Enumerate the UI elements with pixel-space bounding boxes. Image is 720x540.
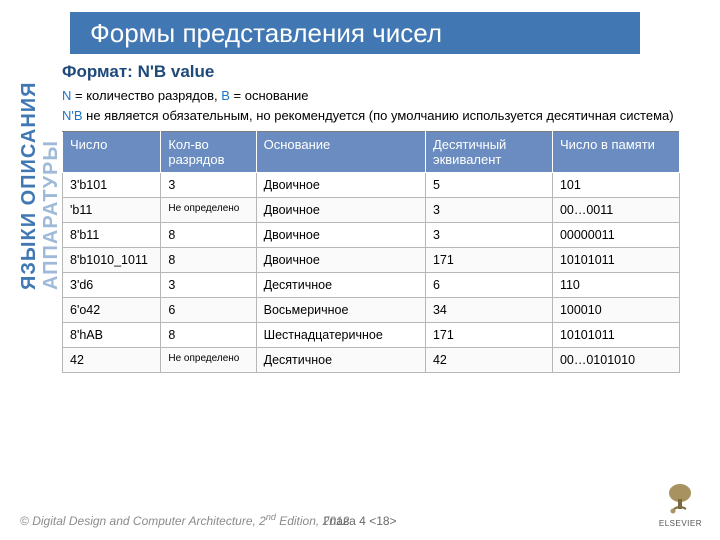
table-cell: 34 <box>425 297 552 322</box>
table-cell: Шестнадцатеричное <box>256 322 425 347</box>
table-cell: 8 <box>161 222 256 247</box>
table-cell: 00000011 <box>552 222 679 247</box>
table-row: 3'd63Десятичное6110 <box>63 272 680 297</box>
table-cell: 00…0101010 <box>552 347 679 372</box>
table-cell: 10101011 <box>552 247 679 272</box>
table-body: 3'b1013Двоичное5101'b11Не определеноДвои… <box>63 172 680 372</box>
table-cell: 3 <box>161 172 256 197</box>
content-area: Формат: N'B value N = количество разрядо… <box>62 62 682 373</box>
table-row: 8'b118Двоичное300000011 <box>63 222 680 247</box>
table-header-cell: Десятичный эквивалент <box>425 131 552 172</box>
table-cell: 'b11 <box>63 197 161 222</box>
desc-nb: N'B <box>62 108 83 123</box>
table-row: 6'o426Восьмеричное34100010 <box>63 297 680 322</box>
table-cell: 8'hAB <box>63 322 161 347</box>
table-cell: Двоичное <box>256 247 425 272</box>
table-cell: Двоичное <box>256 197 425 222</box>
table-cell: 3 <box>425 222 552 247</box>
table-cell: 101 <box>552 172 679 197</box>
table-cell: Не определено <box>161 197 256 222</box>
desc-b: B <box>221 88 230 103</box>
desc-text-2: = основание <box>230 88 309 103</box>
table-cell: 3'd6 <box>63 272 161 297</box>
table-cell: 8 <box>161 247 256 272</box>
table-cell: 171 <box>425 247 552 272</box>
table-header-cell: Число в памяти <box>552 131 679 172</box>
publisher-block: ELSEVIER <box>659 481 702 528</box>
elsevier-tree-icon <box>662 481 698 517</box>
table-cell: 42 <box>425 347 552 372</box>
table-cell: Двоичное <box>256 222 425 247</box>
table-cell: 8'b1010_1011 <box>63 247 161 272</box>
desc-text-3: не является обязательным, но рекомендует… <box>83 108 674 123</box>
table-cell: 5 <box>425 172 552 197</box>
table-cell: Восьмеричное <box>256 297 425 322</box>
table-row: 8'b1010_10118Двоичное17110101011 <box>63 247 680 272</box>
desc-n: N <box>62 88 71 103</box>
table-cell: Двоичное <box>256 172 425 197</box>
table-cell: 42 <box>63 347 161 372</box>
table-row: 8'hAB8Шестнадцатеричное17110101011 <box>63 322 680 347</box>
table-row: 42Не определеноДесятичное4200…0101010 <box>63 347 680 372</box>
table-cell: 00…0011 <box>552 197 679 222</box>
table-cell: 110 <box>552 272 679 297</box>
table-cell: 6 <box>425 272 552 297</box>
table-cell: 171 <box>425 322 552 347</box>
description-line-2: N'B не является обязательным, но рекомен… <box>62 108 682 125</box>
title-text: Формы представления чисел <box>90 18 442 49</box>
table-cell: 100010 <box>552 297 679 322</box>
table-row: 'b11Не определеноДвоичное300…0011 <box>63 197 680 222</box>
table-cell: 6 <box>161 297 256 322</box>
table-header-row: ЧислоКол-во разрядовОснованиеДесятичный … <box>63 131 680 172</box>
table-header-cell: Кол-во разрядов <box>161 131 256 172</box>
table-cell: 6'o42 <box>63 297 161 322</box>
table-cell: 10101011 <box>552 322 679 347</box>
table-cell: Десятичное <box>256 347 425 372</box>
table-cell: 3 <box>161 272 256 297</box>
table-cell: 8 <box>161 322 256 347</box>
footer-chapter: Глава 4 <18> <box>0 514 720 528</box>
publisher-label: ELSEVIER <box>659 519 702 528</box>
table-cell: 3'b101 <box>63 172 161 197</box>
table-cell: Десятичное <box>256 272 425 297</box>
table-cell: 8'b11 <box>63 222 161 247</box>
desc-text-1: = количество разрядов, <box>71 88 221 103</box>
description-line-1: N = количество разрядов, B = основание <box>62 88 682 105</box>
table-header-cell: Основание <box>256 131 425 172</box>
sidebar-label-1: ЯЗЫКИ ОПИСАНИЯ <box>18 81 41 290</box>
table-header-cell: Число <box>63 131 161 172</box>
table-cell: 3 <box>425 197 552 222</box>
number-formats-table: ЧислоКол-во разрядовОснованиеДесятичный … <box>62 131 680 373</box>
sidebar-label-2: АППАРАТУРЫ <box>40 140 63 290</box>
table-cell: Не определено <box>161 347 256 372</box>
slide-title: Формы представления чисел <box>70 12 640 54</box>
table-row: 3'b1013Двоичное5101 <box>63 172 680 197</box>
format-heading: Формат: N'B value <box>62 62 682 82</box>
